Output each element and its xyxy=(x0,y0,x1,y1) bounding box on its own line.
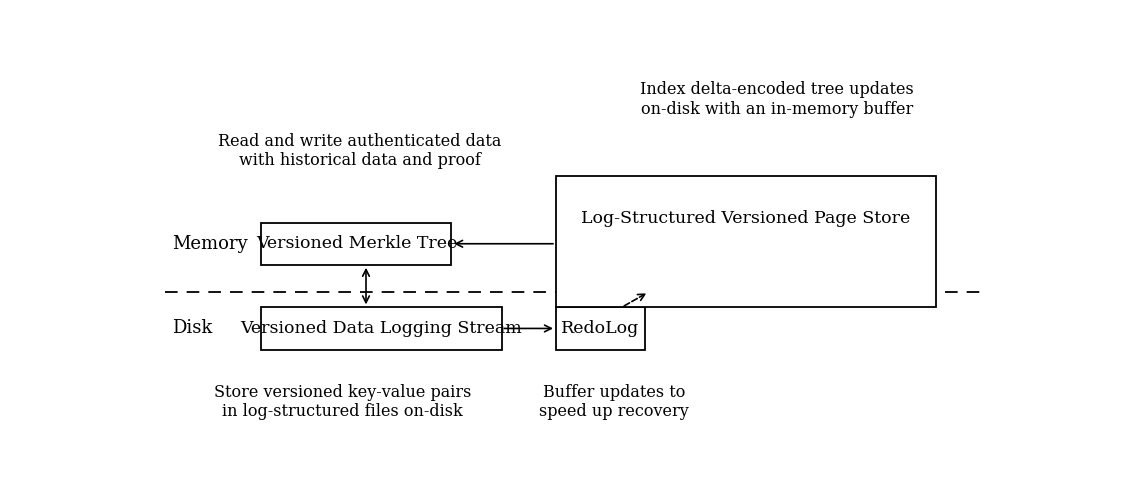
Text: Buffer updates to
speed up recovery: Buffer updates to speed up recovery xyxy=(539,384,689,420)
Text: Disk: Disk xyxy=(172,320,212,337)
Text: Versioned Merkle Tree: Versioned Merkle Tree xyxy=(255,235,457,252)
Bar xyxy=(261,223,451,265)
Text: Log-Structured Versioned Page Store: Log-Structured Versioned Page Store xyxy=(581,210,911,227)
Text: Versioned Data Logging Stream: Versioned Data Logging Stream xyxy=(241,320,522,337)
Text: Read and write authenticated data
with historical data and proof: Read and write authenticated data with h… xyxy=(218,133,502,169)
Bar xyxy=(556,307,645,349)
Text: RedoLog: RedoLog xyxy=(562,320,640,337)
Text: Store versioned key-value pairs
in log-structured files on-disk: Store versioned key-value pairs in log-s… xyxy=(214,384,471,420)
Bar xyxy=(556,176,936,307)
Bar xyxy=(261,307,502,349)
Text: Index delta-encoded tree updates
on-disk with an in-memory buffer: Index delta-encoded tree updates on-disk… xyxy=(640,81,914,118)
Text: Memory: Memory xyxy=(172,235,247,253)
